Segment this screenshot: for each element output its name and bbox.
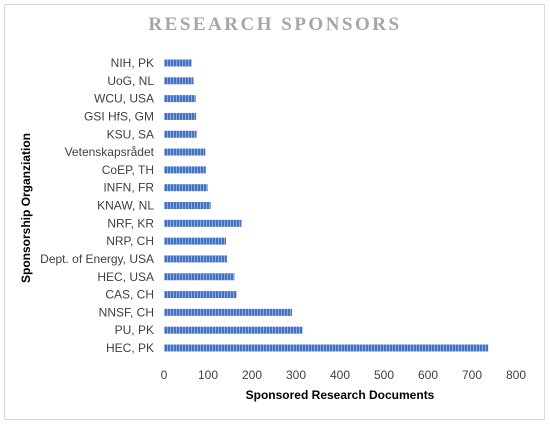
bar-8 (164, 202, 211, 209)
x-tick-label: 300 (286, 368, 306, 382)
bar-4 (164, 130, 197, 138)
bar-5 (164, 148, 206, 156)
bar-14 (164, 308, 293, 316)
y-tick-label: NNSF, CH (99, 305, 154, 319)
y-tick-label: WCU, USA (94, 92, 154, 106)
x-axis-title: Sponsored Research Documents (245, 388, 435, 402)
y-tick-label: KSU, SA (107, 127, 154, 141)
bar-15 (164, 326, 303, 334)
bar-1 (164, 77, 194, 85)
y-tick-label: HEC, USA (97, 270, 154, 284)
y-tick-label: Dept. of Energy, USA (40, 252, 154, 266)
x-tick-label: 600 (418, 368, 438, 382)
bar-3 (164, 112, 197, 120)
x-tick-label: 200 (242, 368, 262, 382)
y-tick-label: Vetenskapsrådet (65, 145, 155, 159)
bar-0 (164, 59, 192, 67)
y-tick-label: NRP, CH (106, 234, 154, 248)
x-tick-label: 0 (161, 368, 168, 382)
y-tick-label: CAS, CH (105, 288, 154, 302)
x-tick-label: 100 (198, 368, 218, 382)
y-tick-label: NRF, KR (107, 216, 154, 230)
x-tick-label: 700 (462, 368, 482, 382)
bar-9 (164, 219, 242, 227)
bar-2 (164, 95, 196, 103)
y-tick-label: KNAW, NL (97, 199, 154, 213)
y-tick-label: GSI HfS, GM (84, 109, 154, 123)
bar-6 (164, 166, 206, 174)
bar-16 (164, 344, 489, 352)
x-tick-label: 400 (330, 368, 350, 382)
bar-13 (164, 291, 237, 299)
bar-10 (164, 237, 227, 245)
bar-12 (164, 273, 235, 281)
y-tick-label: HEC, PK (106, 341, 154, 355)
bar-11 (164, 255, 227, 263)
x-tick-label: 800 (506, 368, 526, 382)
y-tick-label: UoG, NL (107, 74, 154, 88)
bar-7 (164, 184, 208, 192)
y-tick-label: NIH, PK (111, 56, 154, 70)
y-tick-label: PU, PK (115, 323, 154, 337)
y-tick-label: CoEP, TH (102, 163, 154, 177)
chart-title: RESEARCH SPONSORS (148, 14, 402, 35)
y-tick-label: INFN, FR (103, 181, 154, 195)
x-tick-label: 500 (374, 368, 394, 382)
